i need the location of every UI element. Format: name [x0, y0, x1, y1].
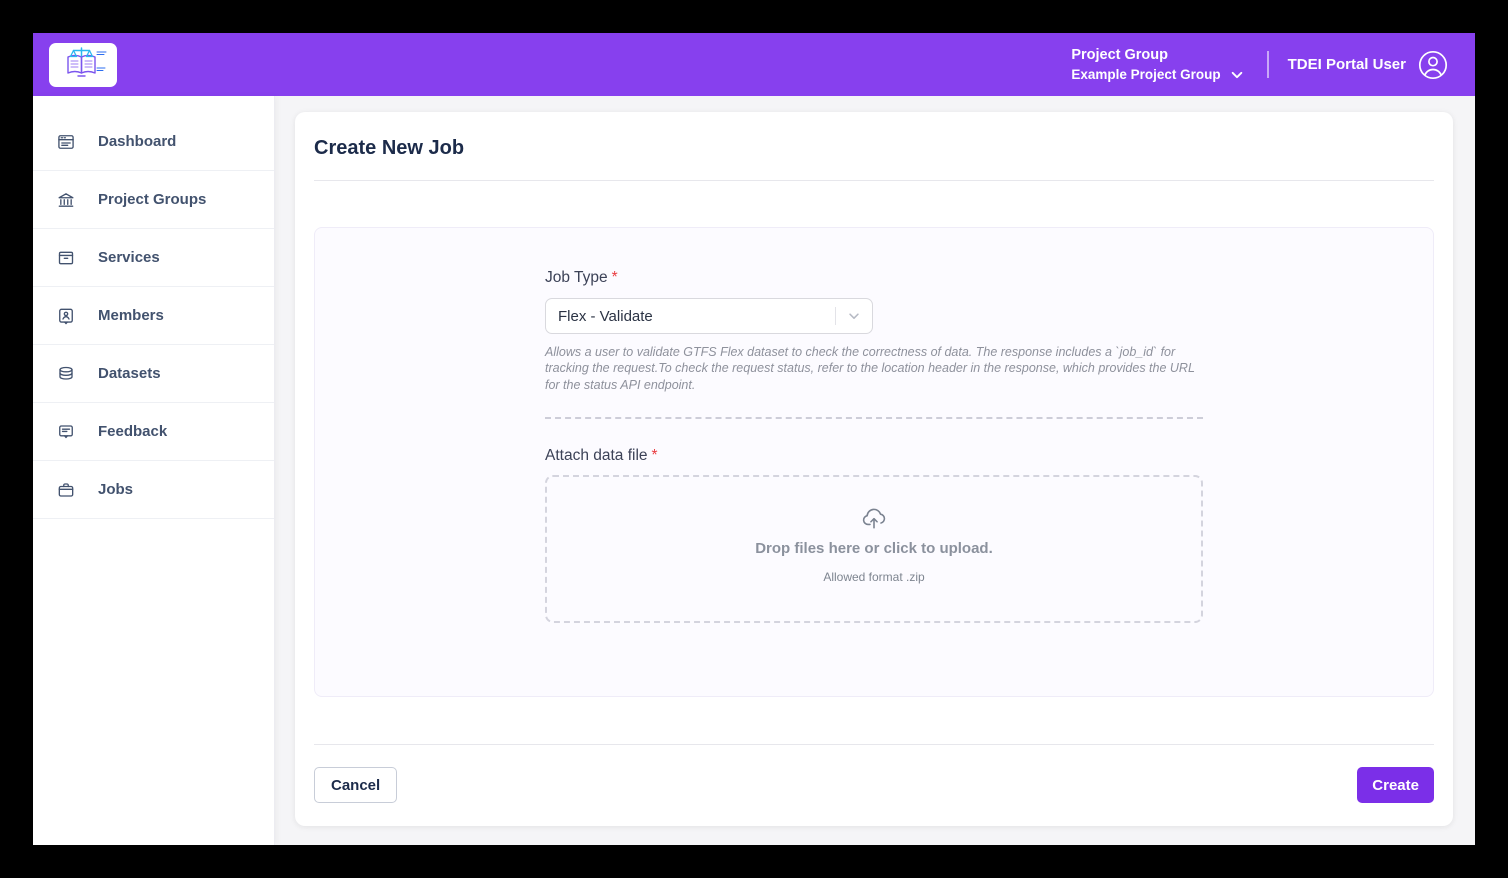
- job-type-label: Job Type *: [545, 269, 1203, 287]
- create-button[interactable]: Create: [1357, 767, 1434, 803]
- attach-file-label: Attach data file *: [545, 447, 1203, 465]
- user-name: TDEI Portal User: [1287, 56, 1406, 73]
- dropzone-hint: Allowed format .zip: [823, 569, 925, 584]
- job-type-select[interactable]: Flex - Validate: [545, 298, 873, 334]
- app-window: Project Group Example Project Group TDEI…: [33, 33, 1475, 845]
- main-content: Create New Job Job Type * Flex - Validate: [275, 96, 1475, 845]
- project-group-label: Project Group: [1071, 47, 1169, 63]
- sidebar-item-label: Services: [98, 249, 160, 266]
- sidebar-item-label: Datasets: [98, 365, 161, 382]
- create-job-card: Create New Job Job Type * Flex - Validate: [295, 112, 1453, 826]
- job-type-label-text: Job Type: [545, 269, 608, 286]
- actions-divider: [314, 744, 1434, 745]
- required-asterisk: *: [651, 446, 658, 464]
- briefcase-icon: [56, 480, 76, 500]
- sidebar-item-label: Jobs: [98, 481, 134, 498]
- member-badge-icon: [56, 306, 76, 326]
- database-icon: [56, 364, 76, 384]
- file-dropzone[interactable]: Drop files here or click to upload. Allo…: [545, 474, 1203, 623]
- tdei-logo-icon: [56, 44, 110, 85]
- upload-cloud-icon: [859, 504, 889, 534]
- user-avatar-icon: [1417, 49, 1449, 81]
- top-header: Project Group Example Project Group TDEI…: [33, 33, 1475, 96]
- select-divider: [835, 307, 836, 325]
- sidebar-item-project-groups[interactable]: Project Groups: [33, 171, 274, 229]
- form-panel: Job Type * Flex - Validate Allows a user …: [314, 227, 1434, 697]
- sidebar: Dashboard Project Groups: [33, 96, 275, 845]
- feedback-message-icon: [56, 422, 76, 442]
- section-divider: [545, 416, 1203, 419]
- select-chevron-down-icon: [836, 309, 872, 323]
- project-group-value: Example Project Group: [1071, 67, 1221, 82]
- sidebar-item-services[interactable]: Services: [33, 229, 274, 287]
- tdei-logo[interactable]: [49, 42, 117, 87]
- archive-box-icon: [56, 248, 76, 268]
- actions-row: Cancel Create: [314, 745, 1434, 826]
- header-divider: [1266, 51, 1269, 78]
- sidebar-item-label: Feedback: [98, 423, 168, 440]
- sidebar-item-feedback[interactable]: Feedback: [33, 403, 274, 461]
- required-asterisk: *: [611, 269, 618, 286]
- attach-file-label-text: Attach data file: [545, 446, 648, 464]
- dropzone-text: Drop files here or click to upload.: [755, 539, 993, 557]
- sidebar-item-label: Members: [98, 307, 164, 324]
- chevron-down-icon: [1230, 68, 1244, 82]
- user-menu[interactable]: TDEI Portal User: [1288, 49, 1449, 81]
- project-group-switcher[interactable]: Project Group Example Project Group: [1071, 47, 1243, 82]
- title-divider: [314, 180, 1434, 181]
- dashboard-icon: [56, 132, 76, 152]
- cancel-button[interactable]: Cancel: [314, 767, 398, 803]
- sidebar-item-label: Dashboard: [98, 133, 177, 150]
- sidebar-item-label: Project Groups: [98, 191, 207, 208]
- job-type-selected-value: Flex - Validate: [558, 307, 653, 325]
- sidebar-item-jobs[interactable]: Jobs: [33, 461, 274, 519]
- sidebar-item-datasets[interactable]: Datasets: [33, 345, 274, 403]
- sidebar-item-dashboard[interactable]: Dashboard: [33, 113, 274, 171]
- bank-icon: [56, 190, 76, 210]
- card-spacer: [314, 697, 1434, 744]
- page-title: Create New Job: [314, 137, 465, 159]
- job-type-description: Allows a user to validate GTFS Flex data…: [545, 345, 1195, 392]
- sidebar-item-members[interactable]: Members: [33, 287, 274, 345]
